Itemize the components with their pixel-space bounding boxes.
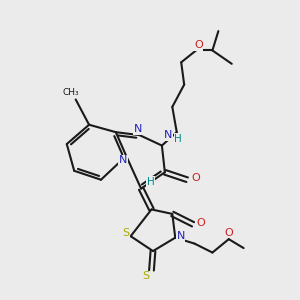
Text: CH₃: CH₃ bbox=[63, 88, 80, 97]
Text: N: N bbox=[164, 130, 172, 140]
Text: S: S bbox=[122, 228, 129, 238]
Text: N: N bbox=[176, 231, 185, 241]
Text: O: O bbox=[194, 40, 203, 50]
Text: O: O bbox=[224, 228, 233, 238]
Text: O: O bbox=[191, 173, 200, 183]
Text: H: H bbox=[174, 134, 182, 144]
Text: H: H bbox=[147, 177, 154, 187]
Text: N: N bbox=[134, 124, 142, 134]
Text: N: N bbox=[119, 155, 128, 165]
Text: S: S bbox=[142, 271, 150, 281]
Text: O: O bbox=[196, 218, 205, 228]
